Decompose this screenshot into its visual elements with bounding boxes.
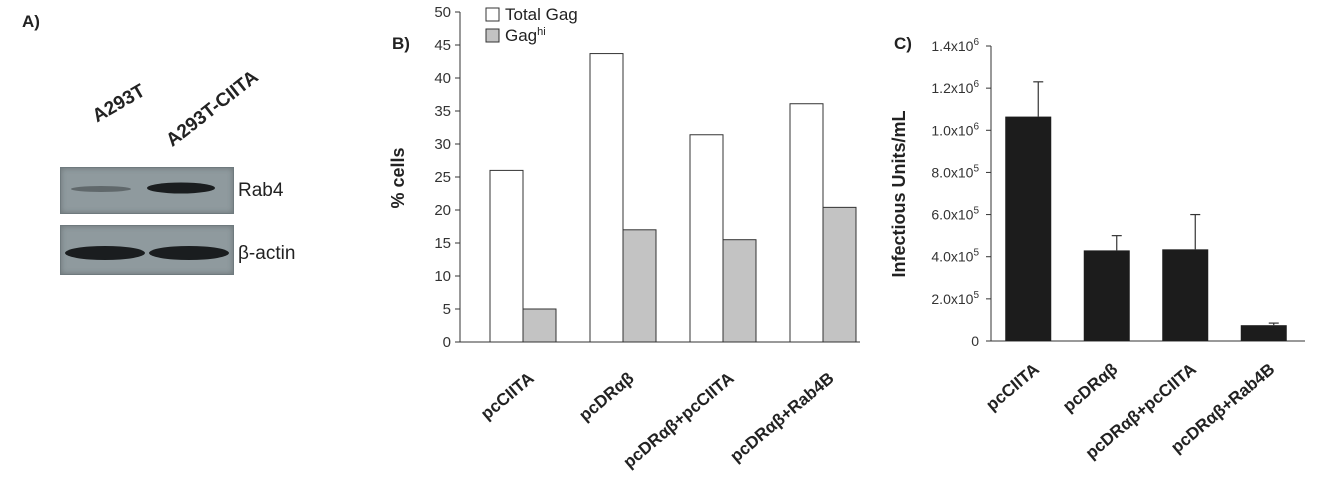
bar bbox=[1162, 249, 1209, 341]
bar bbox=[1240, 325, 1287, 341]
y-tick-label: 1.4x106 bbox=[931, 37, 979, 54]
bar-gag-hi bbox=[622, 229, 657, 343]
y-axis-title: % cells bbox=[388, 147, 408, 208]
bar-gag-hi bbox=[722, 239, 757, 343]
x-tick-label: pcDRαβ+pcCIITA bbox=[620, 369, 738, 472]
y-tick-label: 4.0x105 bbox=[931, 248, 979, 265]
lane-label-a293t-ciita: A293T-CIITA bbox=[162, 66, 263, 152]
y-tick-label: 20 bbox=[434, 202, 451, 219]
bar-gag-hi bbox=[822, 206, 857, 343]
bar bbox=[1083, 250, 1130, 341]
y-tick-label: 5 bbox=[443, 301, 451, 318]
y-tick-label: 0 bbox=[971, 333, 979, 349]
y-tick-label: 0 bbox=[443, 334, 451, 351]
chart-c: 0 2.0x105 4.0x105 6.0x105 8.0x105 1.0x106 1.2x… bbox=[889, 37, 1305, 463]
band-label-beta-actin: β-actin bbox=[238, 243, 296, 264]
y-tick-label: 50 bbox=[434, 4, 451, 21]
x-tick-label: pcDRαβ+Rab4B bbox=[727, 369, 838, 466]
y-tick-label: 35 bbox=[434, 103, 451, 120]
x-tick-label: pcCIITA bbox=[982, 360, 1042, 415]
bar-gag-hi bbox=[522, 308, 557, 343]
legend-swatch bbox=[485, 28, 500, 43]
bar-total-gag bbox=[689, 134, 724, 343]
panel-b-label: B) bbox=[392, 34, 410, 53]
y-tick-label: 1.2x106 bbox=[931, 79, 979, 96]
legend-label: Gaghi bbox=[505, 26, 546, 45]
actin-blot bbox=[60, 225, 234, 275]
x-tick-label: pcDRαβ bbox=[1059, 360, 1121, 416]
y-tick-label: 15 bbox=[434, 235, 451, 252]
bar-total-gag bbox=[789, 103, 824, 343]
actin-bands bbox=[65, 246, 229, 260]
legend-label: Total Gag bbox=[505, 5, 578, 24]
band-label-rab4: Rab4 bbox=[238, 180, 284, 201]
y-tick-label: 45 bbox=[434, 37, 451, 54]
rab4-bands bbox=[71, 182, 215, 194]
y-tick-label: 40 bbox=[434, 70, 451, 87]
panel-a-label: A) bbox=[22, 12, 40, 31]
y-tick-label: 10 bbox=[434, 268, 451, 285]
y-tick-label: 25 bbox=[434, 169, 451, 186]
y-tick-label: 2.0x105 bbox=[931, 290, 979, 307]
y-tick-label: 30 bbox=[434, 136, 451, 153]
y-tick-label: 6.0x105 bbox=[931, 206, 979, 223]
y-tick-label: 1.0x106 bbox=[931, 121, 979, 138]
legend-swatch bbox=[485, 7, 500, 22]
y-axis-title: Infectious Units/mL bbox=[889, 110, 909, 277]
x-tick-label: pcDRαβ bbox=[575, 369, 637, 425]
bar-total-gag bbox=[589, 53, 624, 343]
bar bbox=[1005, 116, 1052, 341]
y-tick-label: 8.0x105 bbox=[931, 163, 979, 180]
chart-b: 0 5 10 15 20 25 30 35 40 45 50 % cells pcCIITA pcDRαβ… bbox=[388, 4, 860, 472]
rab4-blot bbox=[60, 167, 234, 214]
lane-label-a293t: A293T bbox=[89, 80, 149, 128]
x-tick-label: pcCIITA bbox=[477, 369, 537, 424]
bar-total-gag bbox=[489, 169, 524, 343]
panel-c-label: C) bbox=[894, 34, 912, 53]
